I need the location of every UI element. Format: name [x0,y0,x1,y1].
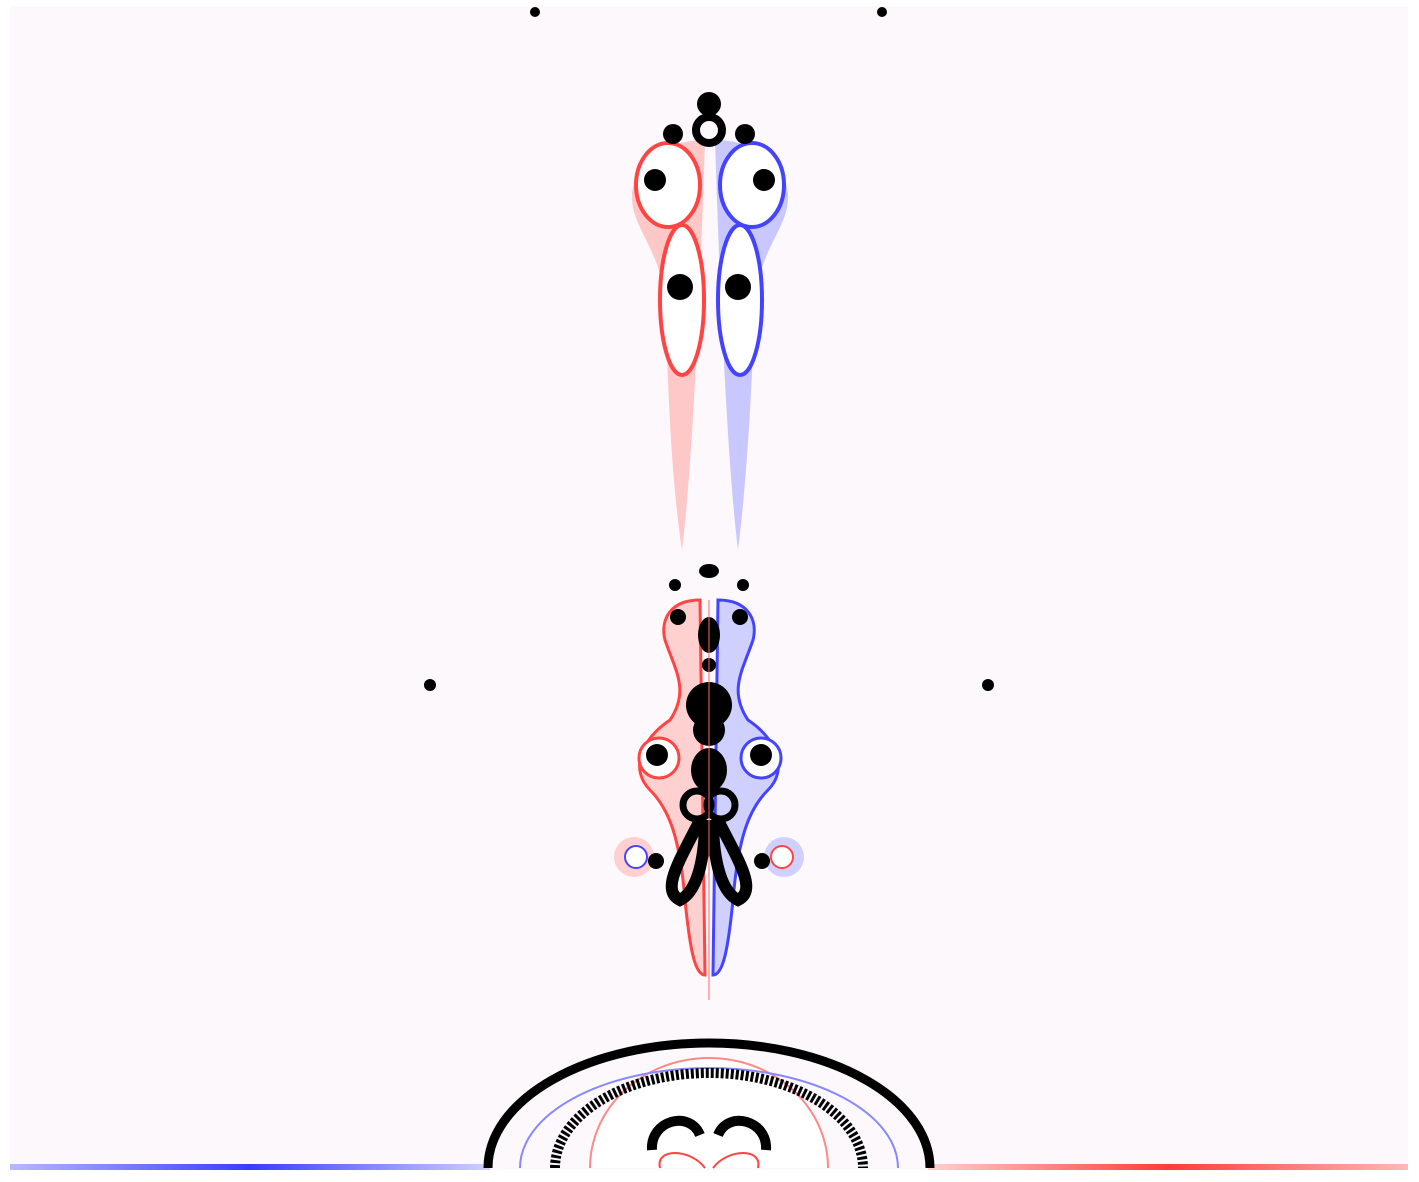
blue-eddy [716,223,764,377]
red-eddy [634,141,702,229]
outer-shock [483,1038,935,1169]
lower-structure [614,564,804,1000]
inner-vortex [658,1152,760,1169]
floor-red [928,1164,1408,1170]
particles [644,92,775,300]
isolated-particles [424,7,994,691]
blue-eddy [718,141,786,229]
floor-blue [10,1164,490,1170]
red-eddy [770,845,794,869]
dome [483,1038,935,1169]
upper-structure [631,92,789,550]
blue-eddy [624,845,648,869]
red-eddy [658,223,706,377]
floor [10,1164,1408,1170]
wave [519,1067,899,1169]
inner-particles [647,1115,771,1151]
